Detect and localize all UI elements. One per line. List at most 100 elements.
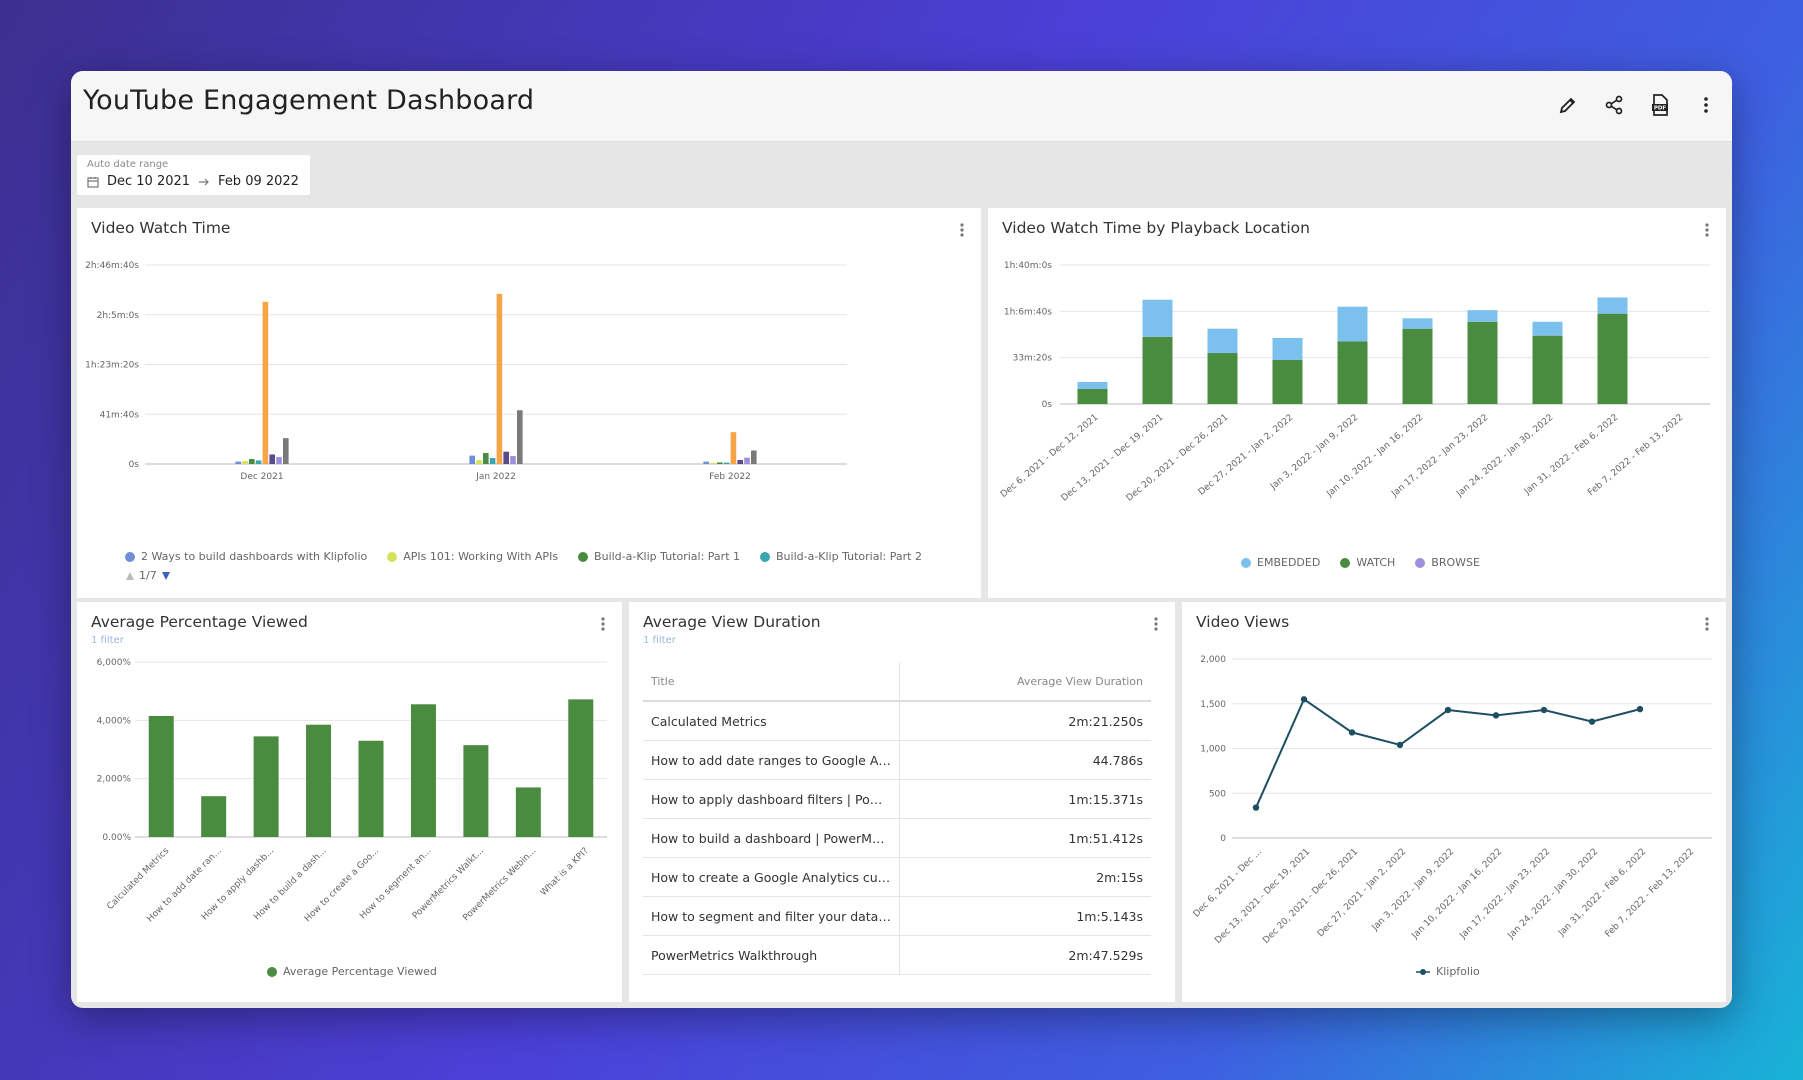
bar-segment (1402, 318, 1433, 329)
legend-label: WATCH (1356, 556, 1396, 569)
legend-pager: 1/7 (125, 569, 171, 582)
video-watch-time-chart: 0s 41m:40s 1h:23m:20s 2h:5m:0s 2h:46m:40s Dec… (85, 261, 847, 482)
pencil-icon[interactable] (1554, 91, 1582, 119)
bar (744, 457, 750, 464)
legend-item[interactable]: Average Percentage Viewed (267, 965, 437, 978)
more-vertical-icon[interactable] (1692, 91, 1720, 119)
panel-title: Video Watch Time by Playback Location (1002, 219, 1310, 237)
series-line (1255, 697, 1641, 808)
more-vertical-icon[interactable] (959, 222, 965, 242)
bar-segment (1402, 328, 1433, 404)
y-tick-label: 4,000% (97, 716, 132, 726)
legend-label: Build-a-Klip Tutorial: Part 1 (594, 550, 740, 563)
x-tick-label: Dec 2021 (240, 472, 283, 482)
bar-segment (1142, 299, 1173, 337)
bar (276, 457, 282, 464)
y-tick-label: 1,500 (1200, 700, 1226, 710)
panel-title: Average Percentage Viewed (91, 613, 308, 631)
date-range-label: Auto date range (87, 159, 169, 170)
chart-legend: 2 Ways to build dashboards with Klipfoli… (125, 550, 942, 563)
more-vertical-icon[interactable] (1153, 616, 1159, 636)
legend-swatch (1340, 557, 1351, 568)
table-row[interactable]: PowerMetrics Walkthrough 2m:47.529s (643, 935, 1151, 975)
bar-segment (1077, 381, 1108, 389)
video-views-panel: Video Views 0 500 1,000 1,500 2,000 Dec 6, 20… (1182, 602, 1726, 1002)
legend-item[interactable]: WATCH (1340, 556, 1395, 569)
bar-segment (1597, 313, 1628, 404)
x-tick-label: Jan 31, 2022 - Feb 6, 2022 (1556, 847, 1648, 939)
x-tick-label: Jan 24, 2022 - Jan 30, 2022 (1506, 847, 1600, 941)
y-tick-label: 0s (129, 460, 140, 470)
x-tick-label: Jan 17, 2022 - Jan 23, 2022 (1458, 847, 1552, 941)
bar-segment (1077, 388, 1108, 404)
cell-title: How to create a Google Analytics cust... (643, 857, 900, 897)
legend-item[interactable]: APIs 101: Working With APIs (387, 550, 558, 563)
cell-duration: 1m:5.143s (899, 896, 1151, 936)
y-tick-label: 0 (1220, 834, 1226, 844)
bar (489, 458, 496, 464)
dashboard-window: YouTube Engagement Dashboard PDF Auto da… (71, 71, 1732, 1008)
table-row[interactable]: How to apply dashboard filters | Power..… (643, 779, 1151, 819)
legend-swatch (1241, 557, 1251, 568)
bar (723, 462, 730, 464)
x-tick-label: Feb 7, 2022 - Feb 13, 2022 (1603, 847, 1696, 940)
share-icon[interactable] (1600, 91, 1628, 119)
bar (249, 459, 255, 464)
bar (510, 456, 516, 464)
legend-label: Average Percentage Viewed (283, 965, 437, 978)
date-range-end: Feb 09 2022 (218, 174, 299, 189)
column-header-duration[interactable]: Average View Duration (899, 662, 1151, 702)
bar (469, 455, 475, 464)
legend-swatch (267, 966, 277, 977)
chart-legend: Klipfolio (1416, 965, 1500, 978)
data-point (1492, 712, 1500, 719)
bar-segment (1337, 341, 1368, 404)
y-tick-label: 2,000 (1200, 655, 1226, 665)
table-row[interactable]: How to segment and filter your data | ..… (643, 896, 1151, 936)
header-toolbar: PDF (1554, 91, 1720, 119)
filter-badge[interactable]: 1 filter (91, 635, 124, 646)
pager-up-icon[interactable] (125, 571, 135, 581)
more-vertical-icon[interactable] (600, 616, 606, 636)
legend-item[interactable]: BROWSE (1415, 556, 1480, 569)
more-vertical-icon[interactable] (1704, 616, 1710, 636)
date-range-picker[interactable]: Auto date range Dec 10 2021 Feb 09 2022 (77, 155, 310, 195)
page-title: YouTube Engagement Dashboard (83, 85, 535, 116)
table-row[interactable]: How to create a Google Analytics cust...… (643, 857, 1151, 897)
x-tick-label: Dec 27, 2021 - Jan 2, 2022 (1316, 847, 1408, 939)
data-point (1300, 696, 1308, 703)
legend-item[interactable]: EMBEDDED (1241, 556, 1320, 569)
legend-item[interactable]: 2 Ways to build dashboards with Klipfoli… (125, 550, 367, 563)
legend-pager-label: 1/7 (139, 569, 157, 582)
filter-badge[interactable]: 1 filter (643, 635, 676, 646)
average-view-duration-panel: Average View Duration 1 filter Title Ave… (629, 602, 1175, 1002)
cell-title: PowerMetrics Walkthrough (643, 935, 900, 975)
bar (235, 461, 241, 464)
bar-segment (1272, 337, 1303, 360)
bar-segment (1597, 297, 1628, 314)
date-range-start: Dec 10 2021 (107, 174, 191, 189)
pager-down-icon[interactable] (161, 571, 171, 581)
column-header-title[interactable]: Title (643, 662, 900, 702)
x-tick-label: Dec 20, 2021 - Dec 26, 2021 (1125, 413, 1231, 504)
bar (496, 293, 503, 464)
cell-title: How to apply dashboard filters | Power..… (643, 779, 900, 819)
cell-title: Calculated Metrics (643, 701, 900, 741)
more-vertical-icon[interactable] (1704, 222, 1710, 242)
legend-item[interactable]: Klipfolio (1416, 965, 1480, 978)
legend-item[interactable]: Build-a-Klip Tutorial: Part 1 (578, 550, 740, 563)
dashboard-header: YouTube Engagement Dashboard PDF (71, 71, 1732, 142)
table-row[interactable]: How to build a dashboard | PowerMetri...… (643, 818, 1151, 858)
pdf-icon[interactable]: PDF (1646, 91, 1674, 119)
x-tick-label: Feb 2022 (709, 472, 751, 482)
bar (463, 745, 489, 837)
table-row[interactable]: Calculated Metrics 2m:21.250s (643, 701, 1151, 741)
legend-item[interactable]: Build-a-Klip Tutorial: Part 2 (760, 550, 922, 563)
legend-label: 2 Ways to build dashboards with Klipfoli… (141, 550, 368, 563)
cell-duration: 2m:21.250s (899, 701, 1151, 741)
cell-title: How to build a dashboard | PowerMetri... (643, 818, 900, 858)
data-point (1588, 718, 1596, 725)
table-row[interactable]: How to add date ranges to Google Ana... 4… (643, 740, 1151, 780)
